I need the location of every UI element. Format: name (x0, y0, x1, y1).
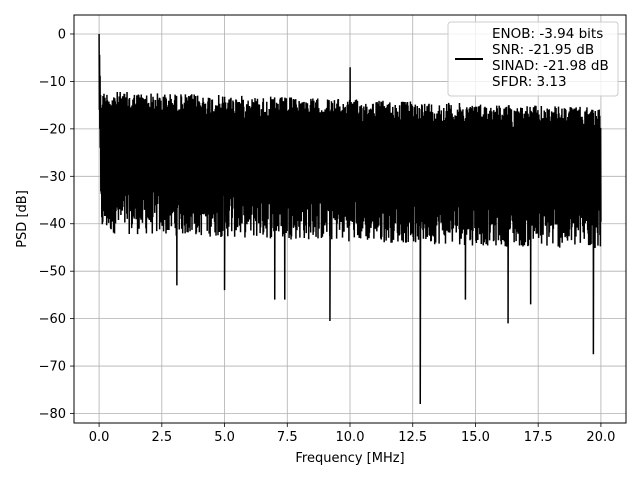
x-axis-label: Frequency [MHz] (295, 451, 404, 466)
legend-text-snr: SNR: -21.95 dB (492, 42, 594, 58)
x-tick-label: 0.0 (89, 430, 110, 445)
y-axis-ticks: 0 −10 −20 −30 −40 −50 −60 −70 −80 (39, 27, 74, 422)
y-tick-label: −20 (39, 122, 66, 137)
legend-text-sinad: SINAD: -21.98 dB (492, 58, 609, 74)
y-tick-label: −60 (39, 312, 66, 327)
x-tick-label: 20.0 (586, 430, 615, 445)
y-tick-label: −70 (39, 360, 66, 375)
x-tick-label: 17.5 (524, 430, 553, 445)
x-tick-label: 2.5 (151, 430, 172, 445)
x-tick-label: 7.5 (277, 430, 298, 445)
x-tick-label: 5.0 (214, 430, 235, 445)
x-tick-label: 12.5 (398, 430, 427, 445)
y-tick-label: −40 (39, 217, 66, 232)
psd-series-line (98, 33, 602, 405)
legend: ENOB: -3.94 bits SNR: -21.95 dB SINAD: -… (447, 21, 619, 97)
legend-text-enob: ENOB: -3.94 bits (492, 26, 603, 42)
x-axis-ticks: 0.0 2.5 5.0 7.5 10.0 12.5 15.0 17.5 20.0 (89, 423, 615, 445)
legend-text-sfdr: SFDR: 3.13 (492, 74, 567, 90)
y-tick-label: 0 (58, 27, 66, 42)
plot-area (98, 33, 602, 405)
x-tick-label: 10.0 (336, 430, 365, 445)
x-tick-label: 15.0 (461, 430, 490, 445)
y-axis-label: PSD [dB] (15, 190, 30, 248)
y-tick-label: −30 (39, 170, 66, 185)
y-tick-label: −10 (39, 75, 66, 90)
legend-box (447, 21, 619, 97)
y-tick-label: −50 (39, 265, 66, 280)
y-tick-label: −80 (39, 407, 66, 422)
